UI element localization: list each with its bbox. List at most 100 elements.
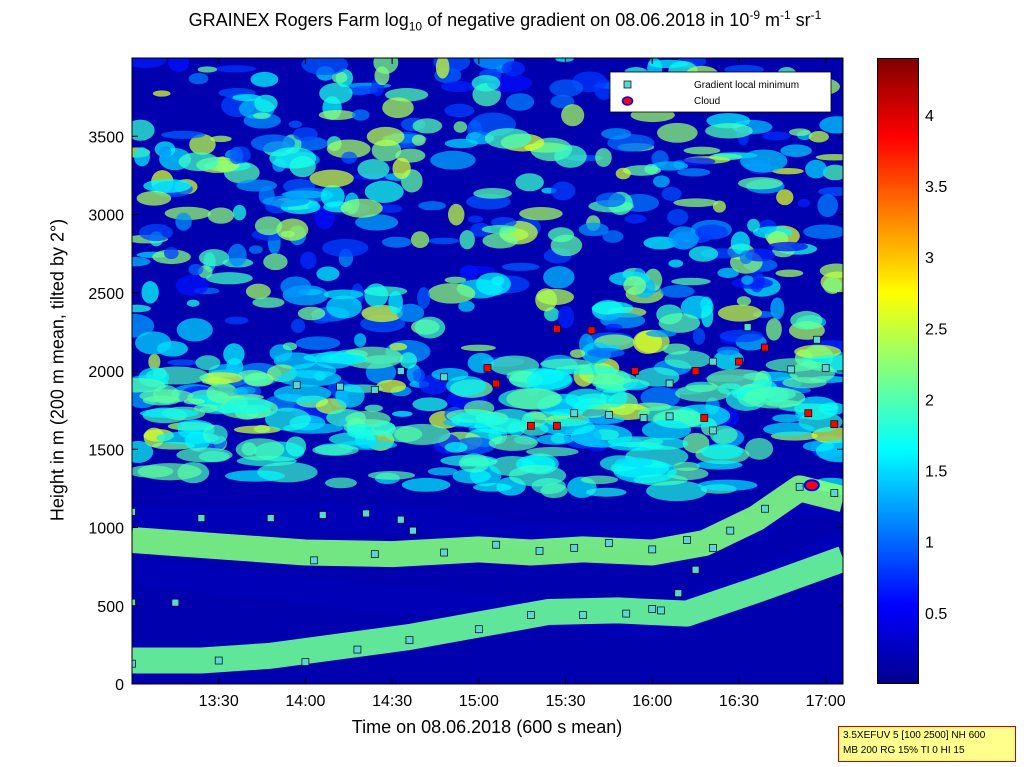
heatmap-cell [396, 303, 425, 322]
y-tick-label: 3500 [88, 129, 124, 146]
heatmap-cell [291, 318, 306, 333]
heatmap-cell [770, 297, 785, 320]
heatmap-cell [427, 467, 458, 476]
gradient-minimum-marker [492, 379, 501, 388]
heatmap-cell [411, 134, 426, 146]
heatmap-cell [775, 269, 804, 277]
heatmap-cell [763, 422, 815, 436]
heatmap-cell [776, 189, 794, 206]
title-superscript-2: -1 [780, 8, 791, 22]
heatmap-cell [740, 149, 788, 173]
gradient-minimum-marker [735, 357, 743, 366]
heatmap-cell [656, 122, 698, 143]
gradient-minimum-marker [657, 606, 665, 615]
heatmap-cell [427, 283, 476, 304]
heatmap-cell [467, 215, 483, 223]
heatmap-cell [808, 131, 829, 143]
heatmap-cell [320, 185, 345, 208]
legend-entry-gradient: Gradient local minimum [694, 80, 799, 91]
heatmap-cell [364, 283, 389, 308]
heatmap-cell [175, 275, 209, 296]
heatmap-cell [671, 277, 711, 286]
heatmap-cell [206, 382, 238, 404]
heatmap-cell [772, 167, 804, 175]
heatmap-cell [697, 479, 758, 491]
heatmap-cell [189, 134, 216, 155]
heatmap-cell [355, 214, 399, 231]
legend-box [609, 71, 832, 113]
heatmap-cell [585, 487, 627, 497]
heatmap-cell [444, 103, 475, 118]
heatmap-cell [458, 453, 490, 473]
heatmap-cell [295, 336, 341, 350]
heatmap-cell [745, 248, 775, 262]
gradient-minimum-marker [362, 509, 370, 518]
heatmap-cell [817, 194, 838, 218]
heatmap-cell [536, 289, 575, 305]
heatmap-cell [484, 128, 532, 149]
heatmap-cell [658, 313, 701, 333]
heatmap-cell [262, 195, 310, 207]
heatmap-cell [224, 316, 249, 325]
heatmap-cell [453, 121, 468, 133]
title-superscript-3: -1 [810, 8, 822, 22]
heatmap-cell [446, 375, 486, 396]
heatmap-cell [680, 157, 716, 166]
gradient-minimum-marker [483, 364, 492, 372]
settings-annotation-box: 3.5XEFUV 5 [100 2500] NH 600 MB 200 RG 1… [838, 726, 1016, 762]
heatmap-cell [134, 147, 150, 167]
colorbar-tick-label: 0.5 [925, 606, 947, 623]
heatmap-cell [139, 389, 194, 403]
x-tick-label: 15:00 [459, 693, 499, 710]
heatmap-cell [152, 90, 171, 97]
gradient-minimum-marker [587, 326, 596, 335]
heatmap-cell [604, 323, 623, 331]
heatmap-cell [313, 351, 356, 369]
heatmap-cell [762, 131, 791, 141]
heatmap-cell [186, 299, 200, 307]
colorbar-tick-label: 4 [925, 108, 934, 125]
heatmap-cell [819, 116, 843, 134]
title-text-3: m [760, 10, 780, 30]
heatmap-cell [326, 295, 362, 319]
heatmap-cell [595, 148, 612, 168]
gradient-minimum-marker [553, 421, 561, 430]
gradient-minimum-marker [132, 508, 136, 516]
y-tick-label: 0 [115, 677, 124, 694]
x-tick-label: 14:00 [285, 693, 325, 710]
gradient-minimum-marker [691, 367, 700, 375]
heatmap-cell [555, 58, 574, 63]
gradient-minimum-marker [527, 421, 535, 430]
heatmap-cell [331, 71, 348, 84]
heatmap-cell [459, 230, 475, 250]
heatmap-cell [388, 290, 403, 314]
heatmap-cell [739, 250, 753, 265]
heatmap-cell [716, 346, 740, 356]
gradient-minimum-marker [370, 385, 379, 394]
colorbar-tick-label: 1 [925, 535, 934, 552]
heatmap-cell [508, 464, 567, 487]
legend-entry-cloud: Cloud [694, 96, 720, 107]
heatmap-cell [210, 135, 232, 143]
heatmap-cell [505, 93, 535, 111]
heatmap-cell [797, 198, 811, 208]
heatmap-cell [444, 441, 468, 453]
heatmap-cell [587, 347, 625, 358]
gradient-minimum-marker [709, 426, 717, 435]
heatmap-cell [168, 58, 190, 72]
heatmap-cell [772, 414, 802, 423]
gradient-minimum-marker [553, 324, 561, 333]
heatmap-cell [444, 276, 467, 284]
heatmap-cell [780, 144, 812, 157]
heatmap-cell [198, 451, 230, 463]
heatmap-cell [742, 387, 806, 409]
heatmap-cell [440, 80, 476, 93]
x-tick-label: 15:30 [546, 693, 586, 710]
x-tick-label: 16:00 [632, 693, 672, 710]
heatmap-cell [549, 79, 584, 97]
gradient-minimum-marker [132, 598, 136, 607]
gradient-minimum-marker [171, 598, 180, 607]
heatmap-cell [570, 349, 586, 358]
heatmap-cell [587, 373, 625, 385]
heatmap-cell [645, 330, 677, 338]
